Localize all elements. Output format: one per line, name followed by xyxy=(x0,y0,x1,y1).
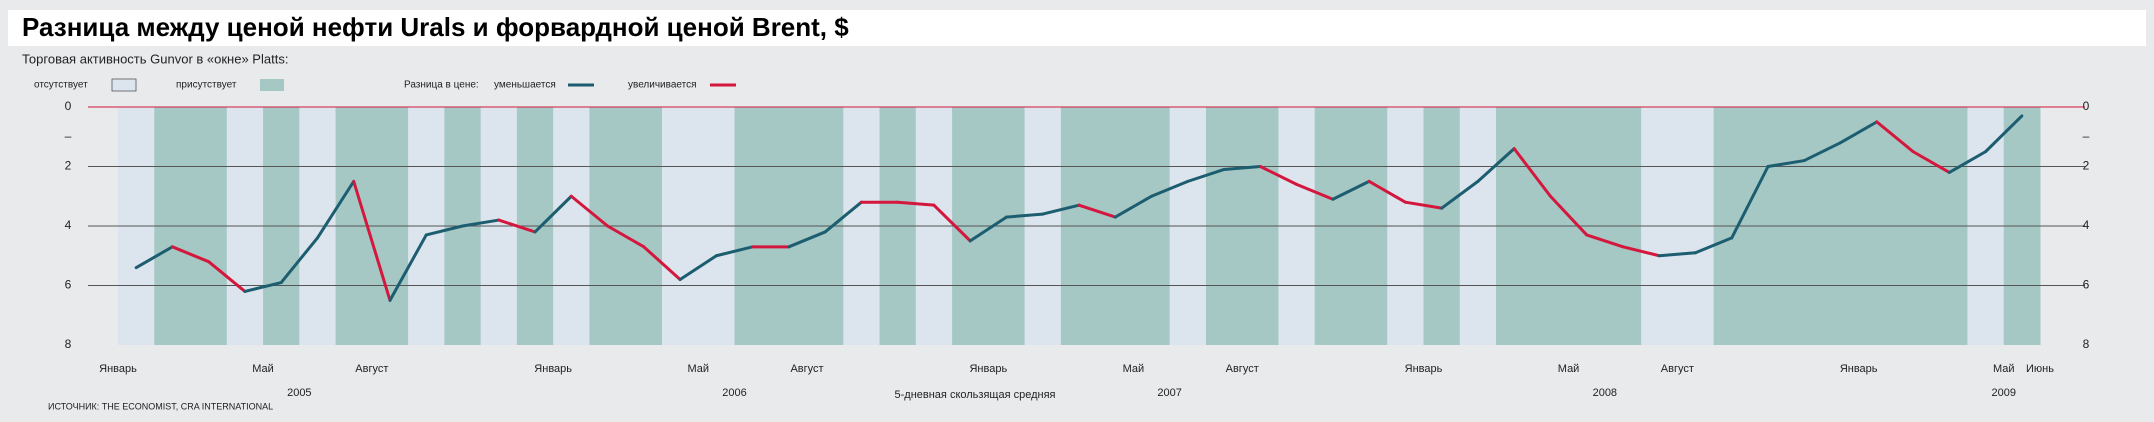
line-segment xyxy=(243,281,283,293)
line-segment xyxy=(134,245,174,270)
x-tick-label: Май xyxy=(687,363,709,375)
x-tick-label: Май xyxy=(252,363,274,375)
source: ИСТОЧНИК: THE ECONOMIST, CRA INTERNATION… xyxy=(48,401,273,411)
x-tick-label: Январь xyxy=(99,363,137,375)
y-tick-label: 8 xyxy=(2083,337,2090,351)
line-segment xyxy=(1403,200,1444,210)
legend-label: уменьшается xyxy=(494,80,556,91)
x-tick-label: Январь xyxy=(969,363,1007,375)
line-segment xyxy=(497,218,537,234)
legend-label: увеличивается xyxy=(628,80,697,91)
line-segment xyxy=(1766,159,1806,168)
y-tick-label: 2 xyxy=(65,159,72,173)
line-segment xyxy=(1512,147,1552,198)
x-tick-label: Январь xyxy=(1405,363,1443,375)
note: 5-дневная скользящая средняя xyxy=(895,389,1056,401)
line-segment xyxy=(1730,165,1770,240)
line-segment xyxy=(170,245,211,264)
y-tick-label: 4 xyxy=(65,218,72,232)
line-segment xyxy=(1004,212,1045,219)
x-tick-label: Январь xyxy=(534,363,572,375)
y-tick-label: 0 xyxy=(2083,99,2090,113)
line-segment xyxy=(1258,165,1299,186)
line-segment xyxy=(1875,120,1915,154)
line-segment xyxy=(1222,165,1262,171)
x-tick-label: Май xyxy=(1558,363,1580,375)
line-segment xyxy=(896,200,936,207)
year-label: 2006 xyxy=(722,387,746,399)
line-segment xyxy=(1657,251,1697,258)
year-label: 2008 xyxy=(1593,387,1617,399)
line-segment xyxy=(787,230,827,249)
y-tick-label: 2 xyxy=(2083,159,2090,173)
line-segment xyxy=(823,200,863,234)
line-segment xyxy=(352,179,392,302)
line-segment xyxy=(1911,150,1951,174)
line-segment xyxy=(533,194,573,234)
line-segment xyxy=(1150,179,1190,198)
line-segment xyxy=(1476,147,1516,183)
line-segment xyxy=(1839,120,1879,145)
y-tick-label: 8 xyxy=(65,337,72,351)
line-segment xyxy=(968,215,1008,243)
line-segment xyxy=(569,194,610,228)
line-segment xyxy=(1077,203,1117,219)
line-segment xyxy=(642,245,682,282)
line-segment xyxy=(678,254,718,282)
line-segment xyxy=(1548,194,1589,237)
line-segment xyxy=(461,218,501,228)
line-segment xyxy=(1041,203,1081,216)
x-tick-label: Август xyxy=(1226,363,1259,375)
line-segment xyxy=(315,179,356,240)
legend-label: отсутствует xyxy=(34,80,88,91)
line-segment xyxy=(388,233,428,302)
line-segment xyxy=(1367,179,1407,204)
y-tick-label: 4 xyxy=(2083,218,2090,232)
y-tick-label: – xyxy=(65,129,72,143)
x-tick-label: Август xyxy=(355,363,388,375)
chart-title: Разница между ценой нефти Urals и форвар… xyxy=(22,12,849,42)
line-segment xyxy=(1440,179,1480,210)
line-segment xyxy=(1331,179,1371,201)
legend-title: Разница в цене: xyxy=(404,80,479,91)
line-segment xyxy=(1585,233,1625,249)
line-segment xyxy=(279,236,319,285)
line-segment xyxy=(1186,167,1226,183)
line-segment xyxy=(1947,150,1988,174)
year-label: 2009 xyxy=(1991,387,2015,399)
line-segment xyxy=(1113,194,1154,219)
x-tick-label: Май xyxy=(1123,363,1145,375)
y-tick-label: 6 xyxy=(2083,278,2090,292)
year-label: 2007 xyxy=(1157,387,1181,399)
y-tick-label: – xyxy=(2083,129,2090,143)
line-segment xyxy=(1295,182,1335,201)
legend-swatch xyxy=(111,78,137,92)
line-segment xyxy=(606,224,646,249)
subtitle: Торговая активность Gunvor в «окне» Plat… xyxy=(22,51,288,66)
y-tick-label: 0 xyxy=(65,99,72,113)
x-tick-label: Май xyxy=(1993,363,2015,375)
line-segment xyxy=(932,203,972,243)
line-segment xyxy=(1984,114,2024,154)
line-segment xyxy=(207,260,247,293)
x-tick-label: Январь xyxy=(1840,363,1878,375)
legend-swatch xyxy=(260,79,284,91)
x-tick-label: Август xyxy=(1661,363,1694,375)
line-segment xyxy=(1621,245,1661,258)
x-tick-label: Июнь xyxy=(2026,363,2054,375)
line-segment xyxy=(424,224,465,237)
title-box xyxy=(8,10,2146,46)
line-segment xyxy=(1693,236,1734,255)
legend-label: присутствует xyxy=(176,80,237,91)
y-tick-label: 6 xyxy=(65,278,72,292)
line-segment xyxy=(714,245,755,258)
year-label: 2005 xyxy=(287,387,311,399)
line-segment xyxy=(1802,141,1843,163)
x-tick-label: Август xyxy=(790,363,823,375)
